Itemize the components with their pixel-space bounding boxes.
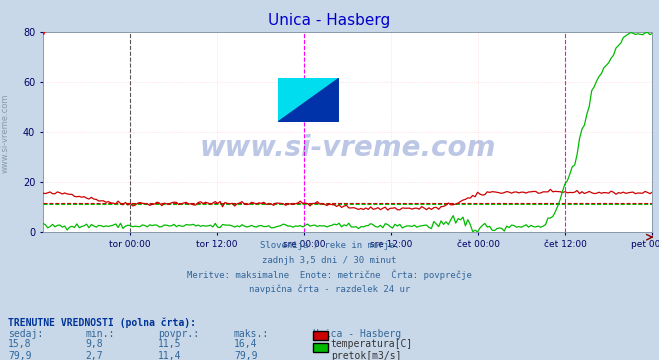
Text: temperatura[C]: temperatura[C] [331, 339, 413, 349]
Text: www.si-vreme.com: www.si-vreme.com [1, 94, 10, 173]
Text: navpična črta - razdelek 24 ur: navpična črta - razdelek 24 ur [249, 284, 410, 294]
Text: Unica - Hasberg: Unica - Hasberg [268, 13, 391, 28]
Polygon shape [277, 78, 339, 122]
Text: 79,9: 79,9 [8, 351, 32, 360]
Text: TRENUTNE VREDNOSTI (polna črta):: TRENUTNE VREDNOSTI (polna črta): [8, 318, 196, 328]
Text: 79,9: 79,9 [234, 351, 258, 360]
Text: 2,7: 2,7 [86, 351, 103, 360]
Text: 16,4: 16,4 [234, 339, 258, 349]
Text: www.si-vreme.com: www.si-vreme.com [200, 134, 496, 162]
Text: 9,8: 9,8 [86, 339, 103, 349]
Text: 11,4: 11,4 [158, 351, 182, 360]
Text: 15,8: 15,8 [8, 339, 32, 349]
Text: maks.:: maks.: [234, 329, 269, 339]
Text: zadnjh 3,5 dni / 30 minut: zadnjh 3,5 dni / 30 minut [262, 256, 397, 265]
Text: min.:: min.: [86, 329, 115, 339]
Text: Meritve: maksimalne  Enote: metrične  Črta: povprečje: Meritve: maksimalne Enote: metrične Črta… [187, 270, 472, 280]
Text: povpr.:: povpr.: [158, 329, 199, 339]
Text: pretok[m3/s]: pretok[m3/s] [331, 351, 401, 360]
Text: sedaj:: sedaj: [8, 329, 43, 339]
Text: Slovenija / reke in morje.: Slovenija / reke in morje. [260, 241, 399, 250]
Text: Unica - Hasberg: Unica - Hasberg [313, 329, 401, 339]
Text: 11,5: 11,5 [158, 339, 182, 349]
Polygon shape [277, 78, 339, 122]
